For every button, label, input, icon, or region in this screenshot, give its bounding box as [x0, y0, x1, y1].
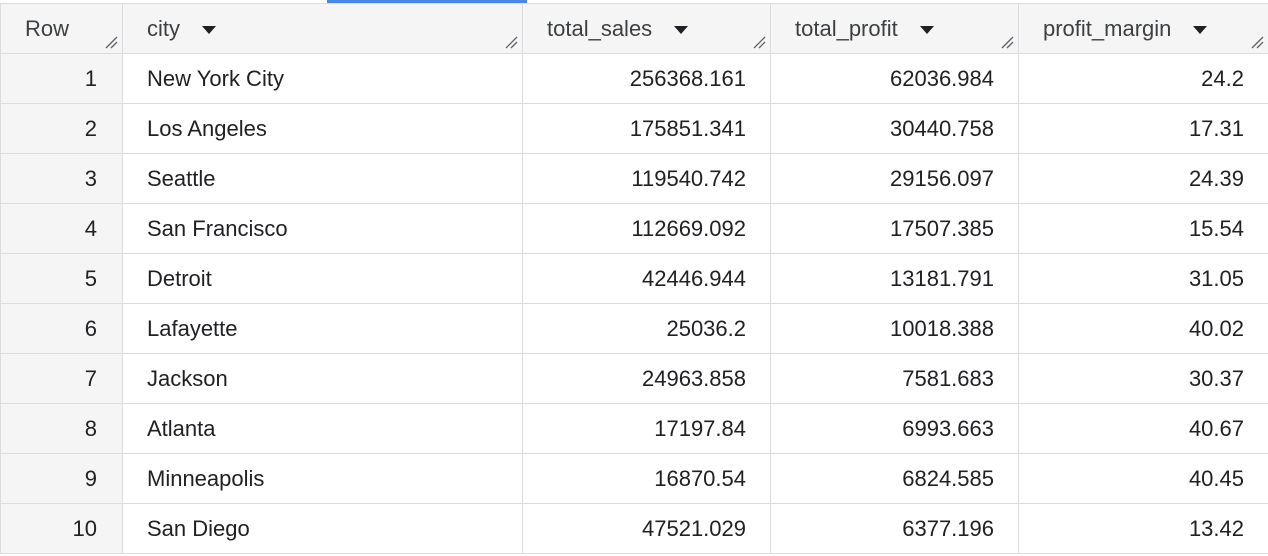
caret-down-icon[interactable] [1193, 25, 1208, 34]
column-header-inner: profit_margin [1019, 4, 1268, 53]
total-profit-cell[interactable]: 6377.196 [770, 503, 1019, 554]
column-header-inner: total_sales [523, 4, 770, 53]
total-sales-cell[interactable]: 25036.2 [522, 303, 771, 354]
profit-margin-cell[interactable]: 31.05 [1018, 253, 1268, 304]
city-cell[interactable]: San Francisco [122, 203, 523, 254]
resize-handle-icon[interactable] [504, 35, 518, 49]
table-row: 2 Los Angeles 175851.341 30440.758 17.31 [0, 103, 1268, 154]
row-number-cell[interactable]: 2 [0, 103, 123, 154]
column-header-inner: total_profit [771, 4, 1018, 53]
table-row: 8 Atlanta 17197.84 6993.663 40.67 [0, 403, 1268, 454]
city-cell[interactable]: New York City [122, 53, 523, 104]
profit-margin-cell[interactable]: 40.45 [1018, 453, 1268, 504]
total-sales-cell[interactable]: 42446.944 [522, 253, 771, 304]
column-header-profit-margin[interactable]: profit_margin [1018, 3, 1268, 54]
column-header-label: total_sales [547, 15, 653, 41]
table-row: 3 Seattle 119540.742 29156.097 24.39 [0, 153, 1268, 204]
profit-margin-cell[interactable]: 15.54 [1018, 203, 1268, 254]
total-profit-cell[interactable]: 7581.683 [770, 353, 1019, 404]
profit-margin-cell[interactable]: 13.42 [1018, 503, 1268, 554]
column-header-label: city [147, 15, 180, 41]
row-number-cell[interactable]: 6 [0, 303, 123, 354]
city-cell[interactable]: Seattle [122, 153, 523, 204]
profit-margin-cell[interactable]: 24.2 [1018, 53, 1268, 104]
row-number-cell[interactable]: 5 [0, 253, 123, 304]
city-cell[interactable]: Atlanta [122, 403, 523, 454]
table-row: 6 Lafayette 25036.2 10018.388 40.02 [0, 303, 1268, 354]
total-profit-cell[interactable]: 30440.758 [770, 103, 1019, 154]
city-cell[interactable]: San Diego [122, 503, 523, 554]
city-cell[interactable]: Jackson [122, 353, 523, 404]
resize-handle-icon[interactable] [752, 35, 766, 49]
profit-margin-cell[interactable]: 40.67 [1018, 403, 1268, 454]
total-sales-cell[interactable]: 16870.54 [522, 453, 771, 504]
resize-handle-icon[interactable] [104, 35, 118, 49]
total-sales-cell[interactable]: 47521.029 [522, 503, 771, 554]
column-header-total-profit[interactable]: total_profit [770, 3, 1019, 54]
profit-margin-cell[interactable]: 40.02 [1018, 303, 1268, 354]
table-row: 4 San Francisco 112669.092 17507.385 15.54 [0, 203, 1268, 254]
column-header-row[interactable]: Row [0, 3, 123, 54]
row-number-cell[interactable]: 4 [0, 203, 123, 254]
column-header-label: profit_margin [1043, 15, 1172, 41]
header-row: Row city total_sales total_profit profit_mar… [0, 3, 1268, 54]
table-row: 1 New York City 256368.161 62036.984 24.2 [0, 53, 1268, 104]
total-sales-cell[interactable]: 17197.84 [522, 403, 771, 454]
city-cell[interactable]: Minneapolis [122, 453, 523, 504]
column-header-city[interactable]: city [122, 3, 523, 54]
row-number-cell[interactable]: 3 [0, 153, 123, 204]
total-profit-cell[interactable]: 6993.663 [770, 403, 1019, 454]
total-profit-cell[interactable]: 13181.791 [770, 253, 1019, 304]
city-cell[interactable]: Detroit [122, 253, 523, 304]
total-profit-cell[interactable]: 62036.984 [770, 53, 1019, 104]
caret-down-icon[interactable] [919, 25, 934, 34]
table-row: 10 San Diego 47521.029 6377.196 13.42 [0, 503, 1268, 554]
active-tab-indicator [327, 0, 527, 3]
total-sales-cell[interactable]: 175851.341 [522, 103, 771, 154]
table-body: 1 New York City 256368.161 62036.984 24.2 2 Lo… [0, 53, 1268, 554]
total-sales-cell[interactable]: 24963.858 [522, 353, 771, 404]
resize-handle-icon[interactable] [1000, 35, 1014, 49]
total-profit-cell[interactable]: 6824.585 [770, 453, 1019, 504]
total-sales-cell[interactable]: 112669.092 [522, 203, 771, 254]
total-sales-cell[interactable]: 256368.161 [522, 53, 771, 104]
resize-handle-icon[interactable] [1250, 35, 1264, 49]
total-profit-cell[interactable]: 17507.385 [770, 203, 1019, 254]
city-cell[interactable]: Los Angeles [122, 103, 523, 154]
table-row: 5 Detroit 42446.944 13181.791 31.05 [0, 253, 1268, 304]
city-cell[interactable]: Lafayette [122, 303, 523, 354]
row-number-cell[interactable]: 10 [0, 503, 123, 554]
row-number-cell[interactable]: 8 [0, 403, 123, 454]
caret-down-icon[interactable] [674, 25, 689, 34]
row-number-cell[interactable]: 1 [0, 53, 123, 104]
table-row: 9 Minneapolis 16870.54 6824.585 40.45 [0, 453, 1268, 504]
column-header-label: total_profit [795, 15, 898, 41]
profit-margin-cell[interactable]: 30.37 [1018, 353, 1268, 404]
caret-down-icon[interactable] [202, 25, 216, 34]
column-header-total-sales[interactable]: total_sales [522, 3, 771, 54]
column-header-inner: Row [1, 4, 122, 53]
total-profit-cell[interactable]: 10018.388 [770, 303, 1019, 354]
column-header-label: Row [25, 15, 70, 41]
row-number-cell[interactable]: 7 [0, 353, 123, 404]
profit-margin-cell[interactable]: 24.39 [1018, 153, 1268, 204]
total-profit-cell[interactable]: 29156.097 [770, 153, 1019, 204]
total-sales-cell[interactable]: 119540.742 [522, 153, 771, 204]
profit-margin-cell[interactable]: 17.31 [1018, 103, 1268, 154]
table-row: 7 Jackson 24963.858 7581.683 30.37 [0, 353, 1268, 404]
column-header-inner: city [123, 4, 522, 53]
results-table: Row city total_sales total_profit profit_mar… [0, 3, 1268, 554]
row-number-cell[interactable]: 9 [0, 453, 123, 504]
